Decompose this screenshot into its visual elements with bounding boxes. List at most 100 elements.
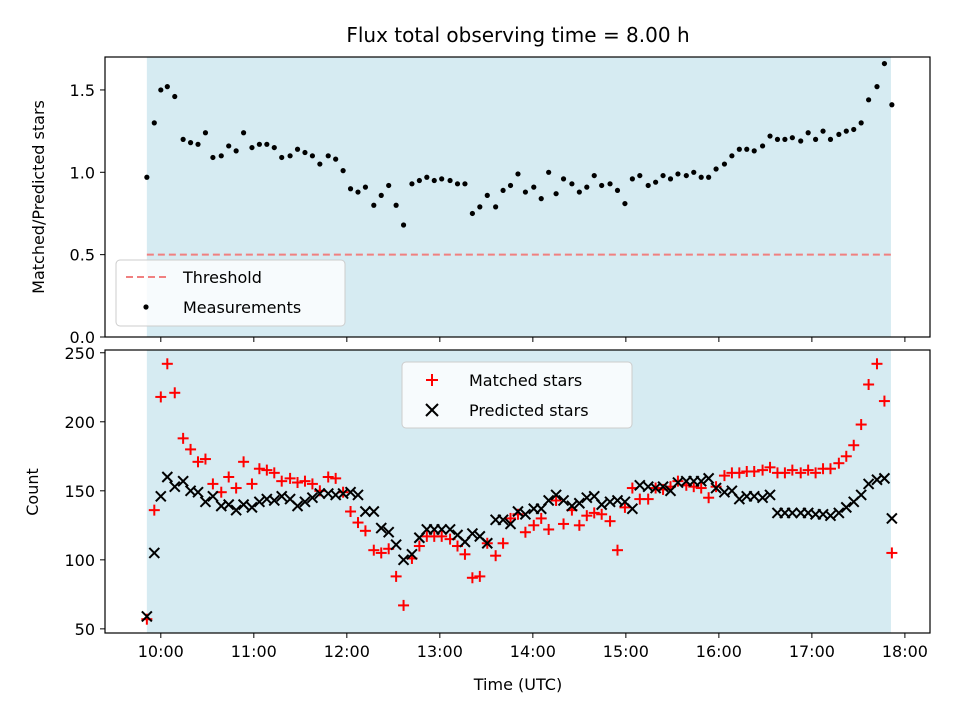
measurement-point	[409, 181, 415, 187]
measurement-point	[393, 202, 399, 208]
legend-matched-label: Matched stars	[469, 371, 582, 390]
measurement-point	[355, 189, 361, 195]
x-axis-label: Time (UTC)	[473, 675, 562, 694]
predicted-star-point	[148, 547, 161, 559]
measurement-point	[477, 204, 483, 210]
measurement-point	[805, 130, 811, 136]
measurement-point	[302, 149, 308, 156]
top-x-ticks	[160, 337, 906, 342]
top-y-axis-label: Matched/Predicted stars	[29, 100, 48, 294]
top-y-tick-label: 1.0	[70, 163, 95, 182]
matched-star-point	[642, 493, 654, 505]
matched-star-point	[848, 439, 860, 451]
top-y-tick-label: 0.5	[70, 246, 95, 265]
predicted-star-point	[246, 501, 258, 514]
matched-star-point	[619, 501, 631, 513]
predicted-star-point	[695, 475, 707, 487]
measurement-point	[713, 166, 719, 172]
predicted-stars-series	[141, 471, 898, 623]
matched-star-point	[261, 464, 273, 476]
top-axes-frame	[104, 56, 931, 338]
measurement-point	[759, 143, 766, 149]
x-tick-label: 15:00	[603, 642, 649, 661]
matched-star-point	[230, 482, 242, 494]
measurement-point	[325, 153, 331, 159]
bottom-axes-frame	[104, 349, 931, 634]
predicted-star-point	[406, 548, 418, 561]
measurement-point	[195, 141, 201, 147]
matched-star-point	[474, 570, 486, 582]
bottom-y-tick-label: 200	[64, 413, 95, 432]
measurement-point	[820, 128, 826, 134]
measurement-point	[576, 189, 582, 195]
measurement-point	[294, 146, 301, 152]
measurement-point	[439, 176, 445, 182]
matched-star-point	[268, 467, 280, 479]
measurement-point	[164, 84, 170, 90]
measurement-point	[774, 136, 781, 142]
predicted-star-point	[840, 501, 852, 514]
matched-star-point	[558, 518, 570, 530]
predicted-star-point	[444, 523, 456, 536]
matched-star-point	[718, 470, 730, 482]
predicted-star-point	[382, 526, 395, 538]
matched-star-point	[695, 482, 707, 494]
measurement-point	[569, 181, 575, 187]
matched-star-point	[810, 467, 822, 479]
matched-star-point	[413, 540, 425, 552]
predicted-star-point	[352, 489, 364, 501]
matched-star-point	[169, 387, 181, 399]
predicted-star-point	[824, 509, 837, 522]
x-tick-label: 16:00	[696, 642, 742, 661]
predicted-star-point	[512, 505, 524, 518]
predicted-star-point	[169, 480, 181, 493]
matched-star-point	[748, 465, 760, 477]
bottom-y-tick-label: 50	[75, 620, 95, 639]
legend-predicted-label: Predicted stars	[469, 401, 589, 420]
predicted-star-point	[276, 490, 288, 503]
predicted-star-point	[573, 497, 586, 509]
predicted-star-point	[291, 500, 304, 512]
matched-star-point	[148, 504, 160, 516]
predicted-star-point	[833, 507, 845, 519]
predicted-star-point	[595, 498, 608, 511]
measurement-point	[789, 135, 795, 141]
bottom-y-tick-label: 250	[64, 344, 95, 363]
measurement-point	[271, 144, 277, 151]
measurement-point	[462, 181, 468, 187]
measurement-point	[599, 182, 605, 189]
measurement-point	[827, 136, 834, 142]
measurement-point	[340, 168, 346, 174]
predicted-star-point	[862, 478, 875, 490]
measurement-point	[469, 210, 475, 217]
measurement-point	[287, 153, 293, 159]
x-tick-label: 18:00	[882, 642, 928, 661]
measurement-point	[151, 120, 157, 126]
predicted-star-point	[207, 490, 219, 503]
predicted-star-point	[886, 512, 898, 525]
predicted-star-point	[786, 507, 799, 519]
measurement-point	[317, 161, 323, 167]
matched-star-point	[490, 550, 502, 562]
legend-predicted-swatch	[425, 403, 439, 417]
matched-star-point	[292, 477, 304, 489]
matched-star-point	[436, 530, 448, 542]
measurement-point	[386, 182, 392, 189]
measurement-point	[158, 87, 164, 93]
measurement-point	[645, 182, 651, 189]
measurement-point	[851, 126, 857, 133]
measurement-point	[629, 176, 635, 182]
measurement-point	[653, 179, 659, 185]
predicted-star-point	[314, 487, 326, 500]
predicted-star-point	[435, 523, 448, 536]
measurement-point	[607, 181, 613, 187]
matched-star-point	[155, 391, 167, 403]
matched-star-point	[199, 453, 211, 465]
measurement-point	[531, 184, 537, 190]
matched-star-point	[192, 456, 204, 468]
matched-star-point	[519, 526, 531, 538]
matched-stars-series	[141, 358, 898, 625]
matched-star-point	[177, 432, 189, 444]
predicted-star-point	[299, 496, 311, 508]
matched-star-point	[581, 510, 593, 522]
